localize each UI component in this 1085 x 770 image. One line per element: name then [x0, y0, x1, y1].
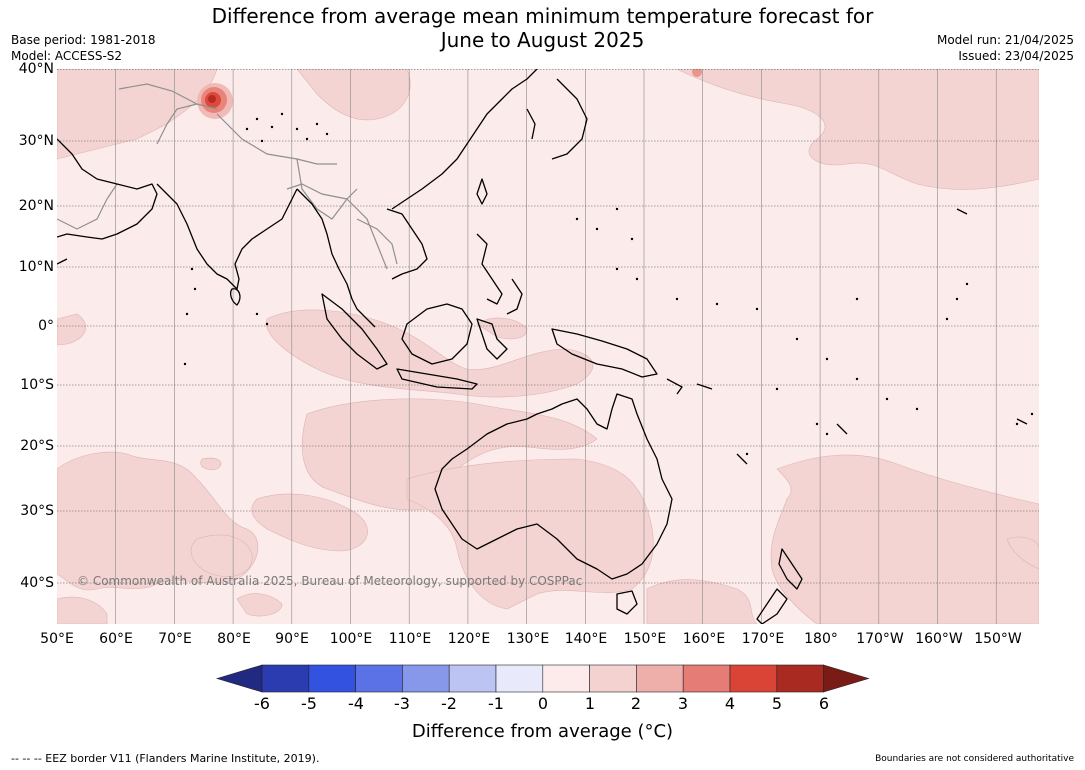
boundaries-note: Boundaries are not considered authoritat… [875, 754, 1074, 764]
lon-label-80e: 80°E [217, 631, 251, 647]
country-borders [57, 83, 398, 270]
colorbar-segment [495, 664, 544, 693]
lon-label-60e: 60°E [99, 631, 133, 647]
colorbar-segment [402, 664, 450, 693]
colorbar-tick: 5 [771, 694, 783, 713]
colorbar-segment [355, 664, 403, 693]
model-name: Model: ACCESS-S2 [11, 49, 123, 63]
model-run: Model run: 21/04/2025 [936, 33, 1074, 47]
lon-label-100e: 100°E [329, 631, 373, 647]
lon-label-120e: 120°E [447, 631, 491, 647]
colorbar [215, 664, 870, 693]
lat-label-40s: 40°S [20, 575, 54, 591]
colorbar-tick: -6 [254, 694, 270, 713]
lat-label-30s: 30°S [20, 503, 54, 519]
anomaly-1-2-regions [57, 69, 1039, 624]
colorbar-tick: 3 [677, 694, 689, 713]
colorbar-segment [636, 664, 684, 693]
copyright-notice: © Commonwealth of Australia 2025, Bureau… [77, 574, 583, 588]
colorbar-tick: 0 [537, 694, 549, 713]
colorbar-label: Difference from average (°C) [411, 721, 674, 742]
small-islands [183, 112, 1034, 456]
lon-label-150e: 150°E [623, 631, 667, 647]
map-title: Difference from average mean minimum tem… [0, 4, 1085, 52]
colorbar-segment [308, 664, 356, 693]
colorbar-tick: 1 [584, 694, 596, 713]
colorbar-segment [448, 664, 497, 693]
title-line-1: Difference from average mean minimum tem… [211, 4, 874, 28]
lon-label-170w: 170°W [856, 631, 904, 647]
title-line-2: June to August 2025 [440, 28, 645, 52]
colorbar-tick: -1 [488, 694, 504, 713]
colorbar-segment [682, 664, 731, 693]
lon-label-70e: 70°E [158, 631, 192, 647]
meta-right: Model run: 21/04/2025 Issued: 23/04/2025 [937, 32, 1074, 64]
lat-label-20n: 20°N [18, 198, 54, 214]
colorbar-tick: 6 [818, 694, 830, 713]
colorbar-segment [729, 664, 778, 693]
lon-label-90e: 90°E [275, 631, 309, 647]
colorbar-tick: -2 [441, 694, 457, 713]
colorbar-tick: -3 [394, 694, 410, 713]
lat-label-0: 0° [38, 318, 54, 334]
colorbar-extend-low [215, 664, 263, 693]
colorbar-segment [542, 664, 590, 693]
meta-left: Base period: 1981-2018 Model: ACCESS-S2 [11, 32, 156, 64]
colorbar-segment [776, 664, 824, 693]
coastlines [57, 69, 1028, 624]
lon-label-160e: 160°E [682, 631, 726, 647]
lat-label-20s: 20°S [20, 438, 54, 454]
lon-label-180: 180° [804, 631, 838, 647]
longitude-gridlines [115, 69, 997, 624]
lon-label-50e: 50°E [40, 631, 74, 647]
lat-label-30n: 30°N [18, 133, 54, 149]
lon-label-160w: 160°W [915, 631, 963, 647]
lat-label-10s: 10°S [20, 377, 54, 393]
colorbar-tick: -5 [301, 694, 317, 713]
base-period: Base period: 1981-2018 [11, 33, 156, 47]
colorbar-extend-high [823, 664, 870, 693]
lon-label-110e: 110°E [388, 631, 432, 647]
lon-label-130e: 130°E [506, 631, 550, 647]
eez-note: -- -- -- EEZ border V11 (Flanders Marine… [11, 752, 320, 765]
colorbar-tick: -4 [348, 694, 364, 713]
colorbar-segment [589, 664, 637, 693]
map-area [57, 69, 1039, 624]
colorbar-tick: 4 [724, 694, 736, 713]
lat-label-10n: 10°N [18, 259, 54, 275]
lon-label-170e: 170°E [741, 631, 785, 647]
colorbar-tick: 2 [630, 694, 642, 713]
colorbar-segment [261, 664, 310, 693]
map-canvas [57, 69, 1039, 624]
lon-label-140e: 140°E [564, 631, 608, 647]
issued-date: Issued: 23/04/2025 [958, 49, 1074, 63]
lon-label-150w: 150°W [974, 631, 1022, 647]
lat-label-40n: 40°N [18, 61, 54, 77]
